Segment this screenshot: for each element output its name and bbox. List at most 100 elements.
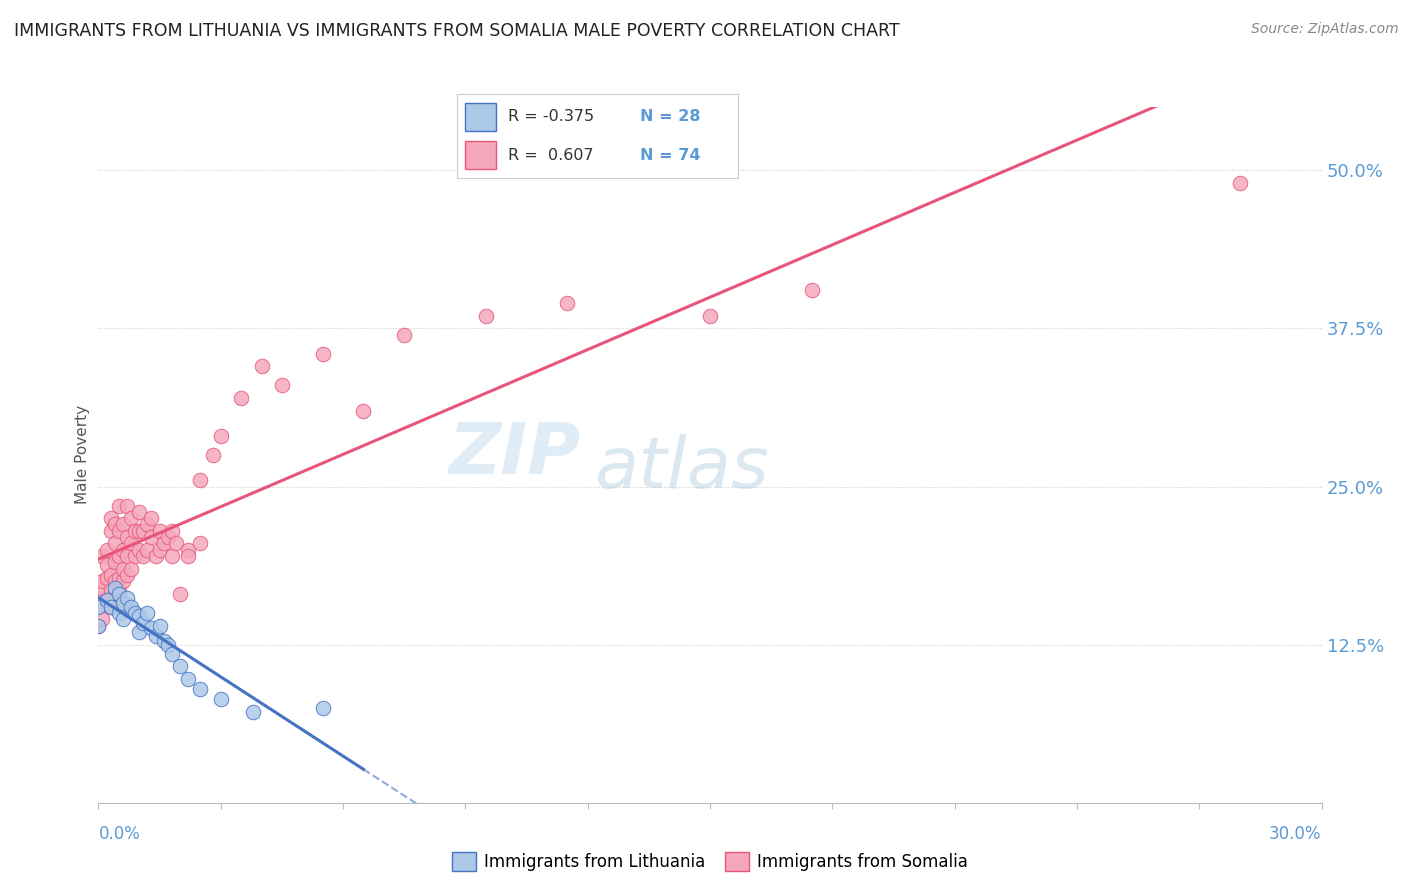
Point bbox=[120, 599, 142, 614]
Point bbox=[188, 681, 212, 696]
Point bbox=[108, 499, 131, 513]
Point bbox=[141, 511, 163, 525]
FancyBboxPatch shape bbox=[465, 141, 496, 169]
Point bbox=[111, 542, 134, 557]
Point bbox=[156, 530, 179, 544]
Point bbox=[177, 549, 200, 563]
Point bbox=[177, 672, 200, 686]
Point bbox=[120, 562, 142, 576]
Point bbox=[128, 608, 150, 623]
Point bbox=[188, 473, 212, 487]
Point bbox=[87, 599, 110, 614]
Point bbox=[104, 556, 127, 570]
Text: R = -0.375: R = -0.375 bbox=[508, 110, 593, 125]
Point bbox=[108, 606, 131, 620]
Text: N = 74: N = 74 bbox=[640, 147, 700, 162]
Point bbox=[141, 530, 163, 544]
Point bbox=[165, 536, 187, 550]
Point bbox=[100, 568, 122, 582]
Point bbox=[160, 647, 183, 661]
Point bbox=[104, 591, 127, 605]
Point bbox=[128, 542, 150, 557]
Point bbox=[100, 599, 122, 614]
Point bbox=[242, 705, 264, 719]
Point bbox=[132, 616, 155, 631]
Point bbox=[132, 549, 155, 563]
Point bbox=[111, 596, 134, 610]
Point bbox=[312, 701, 335, 715]
Text: Source: ZipAtlas.com: Source: ZipAtlas.com bbox=[1251, 22, 1399, 37]
Point bbox=[100, 524, 122, 538]
Point bbox=[169, 587, 191, 601]
Point bbox=[108, 583, 131, 598]
Point bbox=[115, 591, 138, 605]
Text: ZIP: ZIP bbox=[450, 420, 582, 490]
Point bbox=[87, 599, 110, 614]
Point bbox=[156, 638, 179, 652]
Point bbox=[120, 511, 142, 525]
Text: 0.0%: 0.0% bbox=[98, 825, 141, 843]
Point bbox=[91, 574, 114, 589]
Point bbox=[96, 593, 118, 607]
Point bbox=[87, 618, 110, 632]
Point bbox=[100, 511, 122, 525]
Point bbox=[128, 505, 150, 519]
Point bbox=[111, 517, 134, 532]
Point bbox=[201, 448, 224, 462]
Point bbox=[91, 612, 114, 626]
Point bbox=[699, 309, 721, 323]
FancyBboxPatch shape bbox=[465, 103, 496, 131]
Point bbox=[169, 659, 191, 673]
Point bbox=[115, 499, 138, 513]
Point bbox=[100, 599, 122, 614]
Point bbox=[111, 562, 134, 576]
Text: IMMIGRANTS FROM LITHUANIA VS IMMIGRANTS FROM SOMALIA MALE POVERTY CORRELATION CH: IMMIGRANTS FROM LITHUANIA VS IMMIGRANTS … bbox=[14, 22, 900, 40]
Point bbox=[124, 606, 146, 620]
Point bbox=[149, 524, 172, 538]
Point bbox=[1229, 176, 1251, 190]
Point bbox=[209, 692, 232, 706]
Point bbox=[149, 542, 172, 557]
Point bbox=[136, 606, 159, 620]
Point bbox=[108, 524, 131, 538]
Point bbox=[152, 536, 174, 550]
Point bbox=[352, 403, 374, 417]
Point bbox=[152, 633, 174, 648]
Point bbox=[132, 524, 155, 538]
Point bbox=[111, 612, 134, 626]
Text: atlas: atlas bbox=[593, 434, 769, 503]
Point bbox=[104, 574, 127, 589]
Point bbox=[104, 517, 127, 532]
Point bbox=[270, 378, 294, 392]
Point bbox=[145, 629, 167, 643]
Point bbox=[145, 549, 167, 563]
Point bbox=[111, 574, 134, 589]
Point bbox=[96, 593, 118, 607]
Point bbox=[177, 542, 200, 557]
Point bbox=[96, 558, 118, 572]
Point bbox=[96, 571, 118, 585]
Point bbox=[141, 621, 163, 635]
Point bbox=[188, 536, 212, 550]
Point bbox=[160, 524, 183, 538]
Text: R =  0.607: R = 0.607 bbox=[508, 147, 593, 162]
Point bbox=[128, 625, 150, 640]
Point bbox=[231, 391, 253, 405]
Point bbox=[104, 536, 127, 550]
Point bbox=[801, 284, 824, 298]
Y-axis label: Male Poverty: Male Poverty bbox=[75, 405, 90, 505]
Point bbox=[115, 530, 138, 544]
Point bbox=[250, 359, 273, 374]
Point bbox=[209, 429, 232, 443]
Point bbox=[115, 568, 138, 582]
Point bbox=[87, 591, 110, 605]
Point bbox=[100, 583, 122, 598]
Point bbox=[149, 618, 172, 632]
Text: N = 28: N = 28 bbox=[640, 110, 700, 125]
Point bbox=[91, 581, 114, 595]
Point bbox=[120, 536, 142, 550]
Text: 30.0%: 30.0% bbox=[1270, 825, 1322, 843]
Point bbox=[87, 618, 110, 632]
Legend: Immigrants from Lithuania, Immigrants from Somalia: Immigrants from Lithuania, Immigrants fr… bbox=[446, 846, 974, 878]
Point bbox=[124, 549, 146, 563]
